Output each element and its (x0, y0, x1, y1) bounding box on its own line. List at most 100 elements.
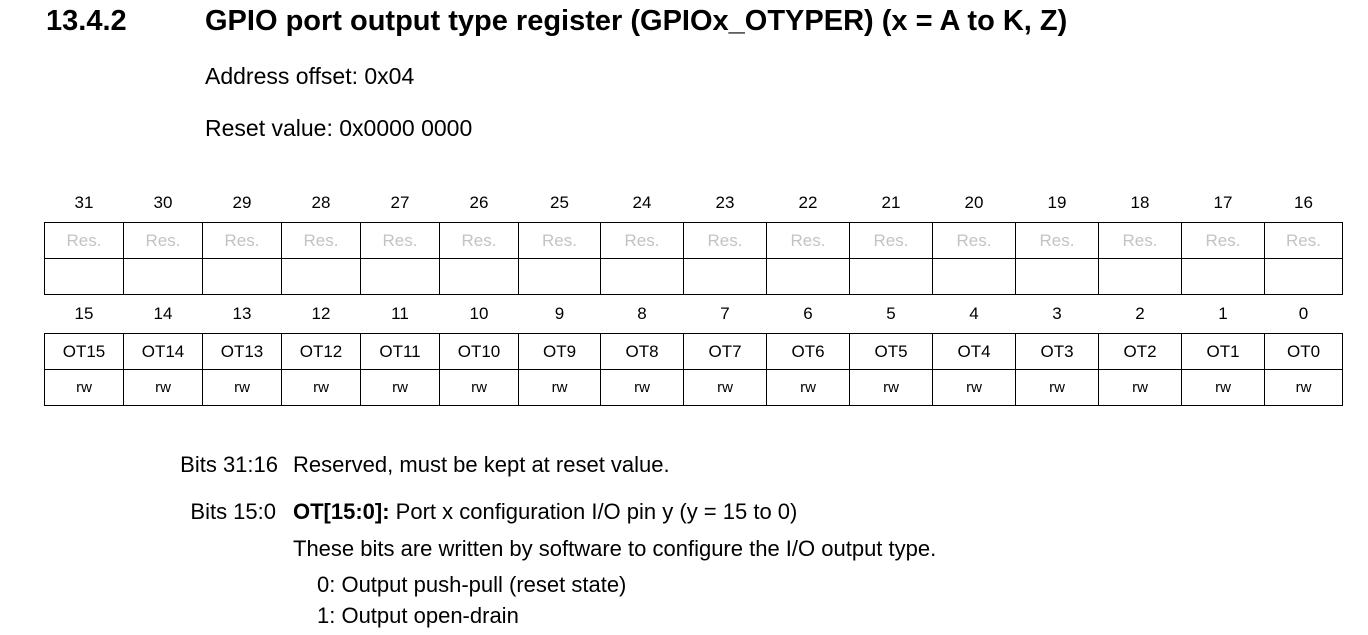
upper-access-cell-4 (360, 258, 440, 295)
upper-field-names-cell-14: Res. (1181, 222, 1265, 259)
upper-field-names-cell-3: Res. (281, 222, 361, 259)
option-open-drain: 1: Output open-drain (317, 603, 519, 628)
upper-bit-numbers-cell-1: 30 (153, 193, 173, 212)
upper-access-cell-7 (600, 258, 684, 295)
lower-access-cell-0: rw (44, 369, 124, 406)
lower-bit-numbers-cell-2: 13 (232, 304, 252, 323)
lower-access-cell-5: rw (439, 369, 519, 406)
upper-bit-numbers-cell-7: 24 (632, 193, 652, 212)
lower-field-names-cell-13: OT2 (1098, 333, 1182, 370)
lower-bit-numbers-cell-5: 10 (469, 304, 489, 323)
reset-value: Reset value: 0x0000 0000 (205, 115, 473, 141)
upper-bit-numbers-cell-5: 26 (469, 193, 489, 212)
upper-access-cell-2 (202, 258, 282, 295)
upper-bit-numbers-cell-3: 28 (311, 193, 331, 212)
upper-bit-numbers-cell-14: 17 (1213, 193, 1233, 212)
upper-access-cell-5 (439, 258, 519, 295)
upper-access-cell-8 (683, 258, 767, 295)
lower-access-cell-3: rw (281, 369, 361, 406)
upper-field-names-cell-13: Res. (1098, 222, 1182, 259)
lower-bit-numbers-cell-13: 2 (1135, 304, 1145, 323)
upper-bit-numbers-cell-10: 21 (881, 193, 901, 212)
upper-bit-numbers-cell-15: 16 (1294, 193, 1313, 212)
lower-bit-numbers-cell-3: 12 (311, 304, 331, 323)
lower-field-names-cell-6: OT9 (518, 333, 601, 370)
upper-field-names-cell-4: Res. (360, 222, 440, 259)
section-title: GPIO port output type register (GPIOx_OT… (205, 5, 1068, 37)
upper-field-names-cell-0: Res. (44, 222, 124, 259)
lower-field-names-cell-14: OT1 (1181, 333, 1265, 370)
lower-field-names-cell-12: OT3 (1015, 333, 1099, 370)
bits-15-0-field-name: OT[15:0]: (293, 499, 390, 524)
upper-access-cell-9 (766, 258, 850, 295)
section-number: 13.4.2 (46, 5, 127, 37)
upper-field-names-cell-1: Res. (123, 222, 203, 259)
lower-bit-numbers-cell-15: 0 (1298, 304, 1309, 323)
lower-access-cell-9: rw (766, 369, 850, 406)
bits-31-16-description: Reserved, must be kept at reset value. (293, 452, 670, 477)
upper-bit-numbers-cell-4: 27 (390, 193, 410, 212)
upper-access-cell-10 (849, 258, 933, 295)
lower-access-cell-4: rw (360, 369, 440, 406)
upper-bit-numbers-cell-13: 18 (1130, 193, 1150, 212)
upper-bit-numbers-cell-2: 29 (232, 193, 252, 212)
upper-bit-numbers-cell-12: 19 (1047, 193, 1067, 212)
lower-access-cell-13: rw (1098, 369, 1182, 406)
upper-bit-numbers-cell-8: 23 (715, 193, 735, 212)
lower-access-cell-1: rw (123, 369, 203, 406)
lower-access-row: rw rw rw rw rw rw rw rw rw rw rw rw rw rw rw rw (44, 369, 1343, 406)
lower-access-cell-8: rw (683, 369, 767, 406)
lower-bit-numbers-cell-11: 4 (969, 304, 979, 323)
lower-access-cell-15: rw (1264, 369, 1343, 406)
upper-access-row (44, 258, 1343, 295)
lower-field-names-cell-0: OT15 (44, 333, 124, 370)
lower-access-cell-2: rw (202, 369, 282, 406)
upper-access-cell-6 (518, 258, 601, 295)
upper-field-names-cell-5: Res. (439, 222, 519, 259)
upper-field-names-cell-6: Res. (518, 222, 601, 259)
upper-field-names-cell-2: Res. (202, 222, 282, 259)
lower-field-names-cell-8: OT7 (683, 333, 767, 370)
option-push-pull: 0: Output push-pull (reset state) (317, 572, 627, 597)
lower-bit-numbers-cell-8: 7 (720, 304, 730, 323)
lower-bit-numbers-row: 15 14 13 12 11 10 9 8 7 6 5 4 3 2 1 0 (45, 295, 1343, 334)
lower-field-names-cell-15: OT0 (1264, 333, 1343, 370)
lower-bit-numbers-cell-7: 8 (637, 304, 647, 323)
address-offset: Address offset: 0x04 (205, 63, 415, 89)
lower-access-cell-11: rw (932, 369, 1016, 406)
lower-bit-numbers-cell-10: 5 (886, 304, 896, 323)
lower-field-names-cell-3: OT12 (281, 333, 361, 370)
bits-15-0-summary: Port x configuration I/O pin y (y = 15 t… (389, 499, 798, 524)
upper-field-names-row: Res. Res. Res. Res. Res. Res. Res. Res. Res. Res.… (44, 222, 1343, 259)
bits-15-0-label: Bits 15:0 (190, 499, 276, 524)
lower-access-cell-6: rw (518, 369, 601, 406)
lower-access-cell-12: rw (1015, 369, 1099, 406)
lower-field-names-cell-5: OT10 (439, 333, 519, 370)
lower-bit-numbers-cell-14: 1 (1218, 304, 1228, 323)
upper-access-cell-13 (1098, 258, 1182, 295)
upper-bit-numbers-cell-9: 22 (798, 193, 818, 212)
lower-field-names-cell-9: OT6 (766, 333, 850, 370)
register-map-table: 31 30 29 28 27 26 25 24 23 22 21 20 19 18 17 16 Res. Res… (44, 184, 1343, 406)
upper-field-names-cell-15: Res. (1264, 222, 1343, 259)
lower-field-names-cell-4: OT11 (360, 333, 440, 370)
upper-bit-numbers-cell-0: 31 (74, 193, 94, 212)
lower-access-cell-7: rw (600, 369, 684, 406)
upper-field-names-cell-7: Res. (600, 222, 684, 259)
lower-access-cell-10: rw (849, 369, 933, 406)
bits-15-0-summary-line: OT[15:0]: Port x configuration I/O pin y… (293, 498, 797, 526)
upper-bit-numbers-cell-11: 20 (964, 193, 984, 212)
lower-bit-numbers-cell-9: 6 (803, 304, 813, 323)
upper-access-cell-0 (44, 258, 124, 295)
lower-field-names-cell-7: OT8 (600, 333, 684, 370)
upper-access-cell-11 (932, 258, 1016, 295)
lower-field-names-cell-10: OT5 (849, 333, 933, 370)
bits-15-0-detail: These bits are written by software to co… (293, 536, 937, 561)
upper-access-cell-3 (281, 258, 361, 295)
bits-31-16-label: Bits 31:16 (180, 452, 278, 477)
upper-field-names-cell-12: Res. (1015, 222, 1099, 259)
upper-bit-numbers-cell-6: 25 (550, 193, 569, 212)
upper-field-names-cell-9: Res. (766, 222, 850, 259)
upper-access-cell-14 (1181, 258, 1265, 295)
upper-access-cell-15 (1264, 258, 1343, 295)
